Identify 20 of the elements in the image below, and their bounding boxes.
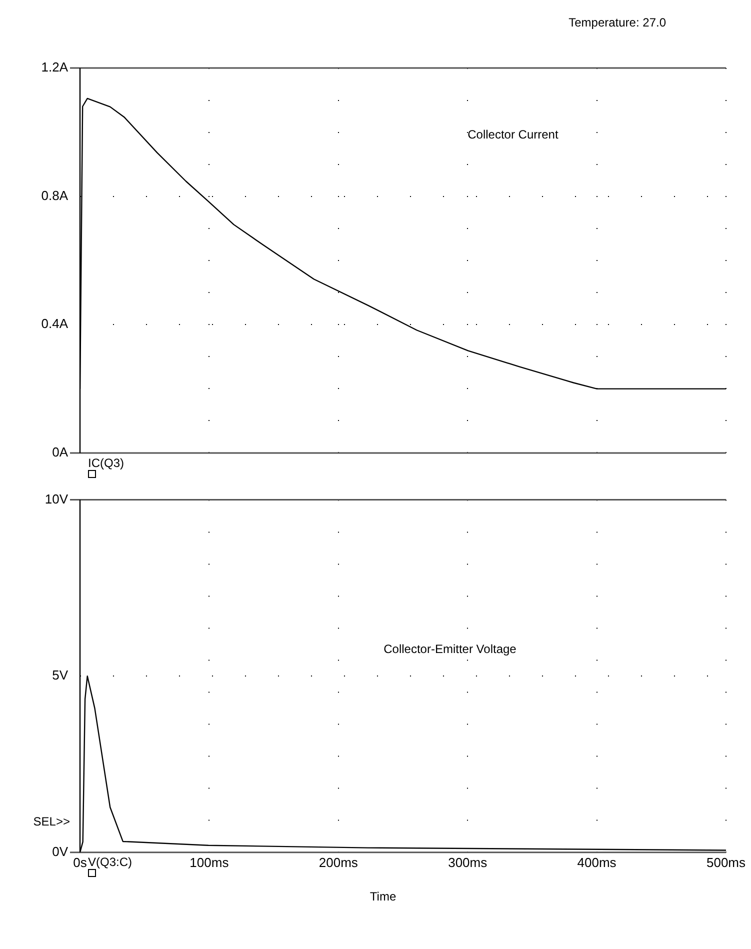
x-tick-label: 200ms	[318, 854, 358, 870]
y-tick-label: 5V	[52, 668, 68, 683]
x-axis-title: Time	[370, 890, 396, 904]
x-tick-label: 400ms	[577, 854, 617, 870]
text: IC(Q3)	[88, 456, 124, 470]
y-tick-label: 0.4A	[41, 316, 68, 332]
series-label: V(Q3:C)	[88, 855, 132, 870]
y-tick-label: 0A	[52, 444, 68, 460]
annotation: Collector Current	[468, 127, 559, 142]
x-tick-label: 300ms	[448, 854, 488, 870]
text: Temperature: 27.0	[568, 15, 666, 30]
y-tick-label: 0V	[52, 844, 68, 859]
annotation: Collector-Emitter Voltage	[384, 642, 517, 656]
y-tick-label: 1.2A	[41, 60, 68, 75]
y-tick-label: 10V	[44, 491, 68, 506]
text: SEL>>	[33, 814, 70, 829]
x-tick-label: 0s	[73, 854, 88, 870]
x-tick-label: 500ms	[706, 854, 746, 870]
x-tick-label: 100ms	[190, 854, 230, 870]
y-tick-label: 0.8A	[41, 188, 68, 203]
